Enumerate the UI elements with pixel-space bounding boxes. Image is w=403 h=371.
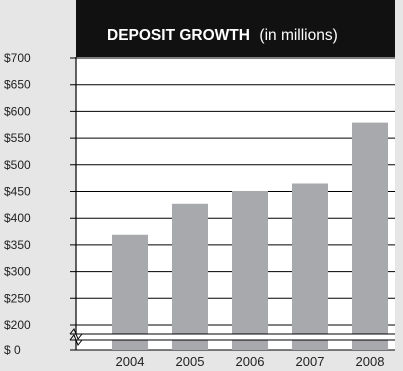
chart-title-suffix: (in millions) — [259, 27, 337, 44]
y-tick-label: $650 — [4, 78, 31, 92]
y-tick-label: $ 0 — [4, 343, 21, 357]
title-bar — [76, 0, 395, 57]
y-tick-label: $300 — [4, 265, 31, 279]
y-tick-label: $400 — [4, 211, 31, 225]
y-tick-label: $450 — [4, 185, 31, 199]
bar-2008 — [352, 122, 388, 350]
y-tick-label: $500 — [4, 158, 31, 172]
bar-2005 — [172, 203, 208, 350]
bars — [112, 122, 388, 350]
x-tick-labels: 2004 2005 2006 2007 2008 — [116, 354, 385, 369]
x-tick-label: 2004 — [116, 354, 145, 369]
x-tick-label: 2005 — [176, 354, 205, 369]
y-tick-label: $200 — [4, 318, 31, 332]
x-tick-label: 2007 — [296, 354, 325, 369]
y-tick-label: $350 — [4, 238, 31, 252]
y-tick-label: $600 — [4, 104, 31, 118]
x-tick-label: 2008 — [356, 354, 385, 369]
chart-title: DEPOSIT GROWTH (in millions) — [107, 27, 338, 44]
y-tick-label: $700 — [4, 51, 31, 65]
x-tick-label: 2006 — [236, 354, 265, 369]
bar-2006 — [232, 190, 268, 350]
bar-2007 — [292, 183, 328, 350]
axis-break-icon — [60, 328, 395, 346]
chart-title-main: DEPOSIT GROWTH — [107, 27, 250, 44]
y-tick-label: $250 — [4, 291, 31, 305]
y-tick-label: $550 — [4, 131, 31, 145]
bar-2004 — [112, 234, 148, 350]
y-tick-labels: $ 0 $200 $250 $300 $350 $400 $450 $500 $550 $600 $… — [4, 51, 31, 357]
